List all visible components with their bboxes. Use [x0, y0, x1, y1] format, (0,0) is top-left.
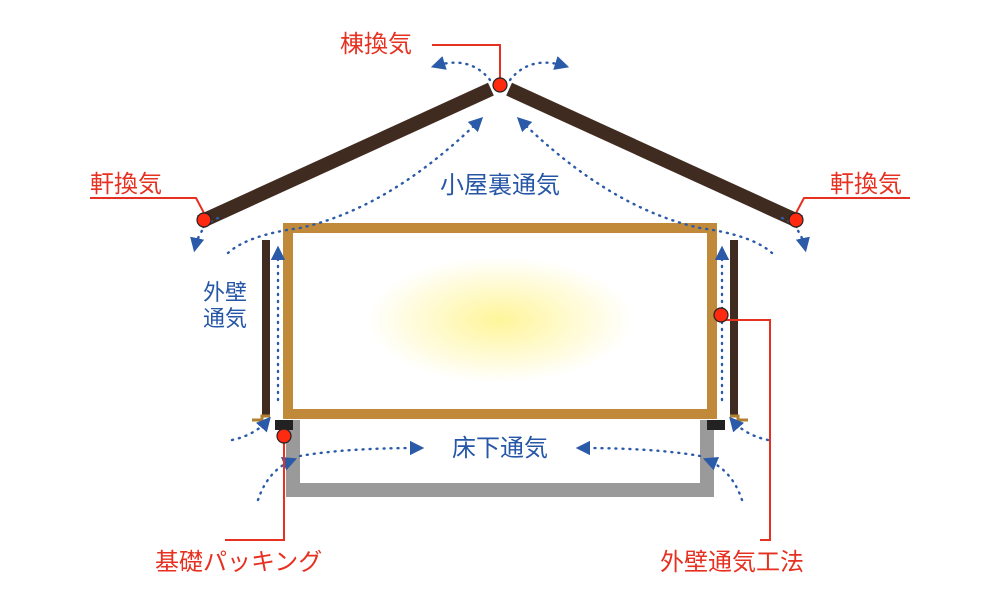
- flashing-right: [730, 416, 748, 420]
- lead-ridge: [432, 45, 500, 78]
- dot-eave-right: [789, 213, 803, 227]
- flashing-left: [252, 416, 270, 420]
- lead-wall-method: [721, 320, 770, 540]
- dot-pack-left: [277, 429, 291, 443]
- label-underfloor_vent: 床下通気: [452, 435, 548, 462]
- lead-pack: [225, 440, 284, 540]
- dot-wall-right: [714, 308, 728, 322]
- roof-right: [509, 89, 800, 222]
- roof-left: [200, 89, 491, 222]
- flow-wall-in-left: [232, 420, 268, 440]
- label-ridge_vent: 棟換気: [340, 31, 412, 58]
- label-attic_vent: 小屋裏通気: [440, 172, 560, 199]
- label-eave_vent_left: 軒換気: [90, 171, 162, 198]
- label-wall_method: 外壁通気工法: [660, 549, 804, 576]
- flow-wall-in-right: [732, 420, 768, 440]
- foundation-packing-right: [707, 420, 725, 430]
- outer-wall-right: [730, 240, 738, 416]
- lead-eave-right: [796, 198, 910, 213]
- flow-floor-in-right-2: [580, 448, 700, 456]
- dot-eave-left: [197, 213, 211, 227]
- house-ventilation-diagram: 棟換気軒換気 軒換気基礎パッキング 外壁通気工法 小屋裏通気床下通気 外壁通気: [0, 0, 1000, 601]
- room-frame: [288, 228, 712, 414]
- label-eave_vent_right: 軒換気: [830, 171, 902, 198]
- lead-eave-left: [90, 198, 204, 213]
- label-wall_vent_1: 外壁: [203, 280, 247, 305]
- label-foundation_pack: 基礎パッキング: [155, 549, 322, 576]
- dot-ridge: [493, 78, 507, 92]
- label-wall_vent_2: 通気: [203, 306, 247, 331]
- outer-wall-left: [262, 240, 270, 416]
- flow-floor-in-left-2: [300, 448, 420, 456]
- flow-ridge-out-right: [510, 63, 565, 80]
- flow-ridge-out-left: [435, 63, 490, 80]
